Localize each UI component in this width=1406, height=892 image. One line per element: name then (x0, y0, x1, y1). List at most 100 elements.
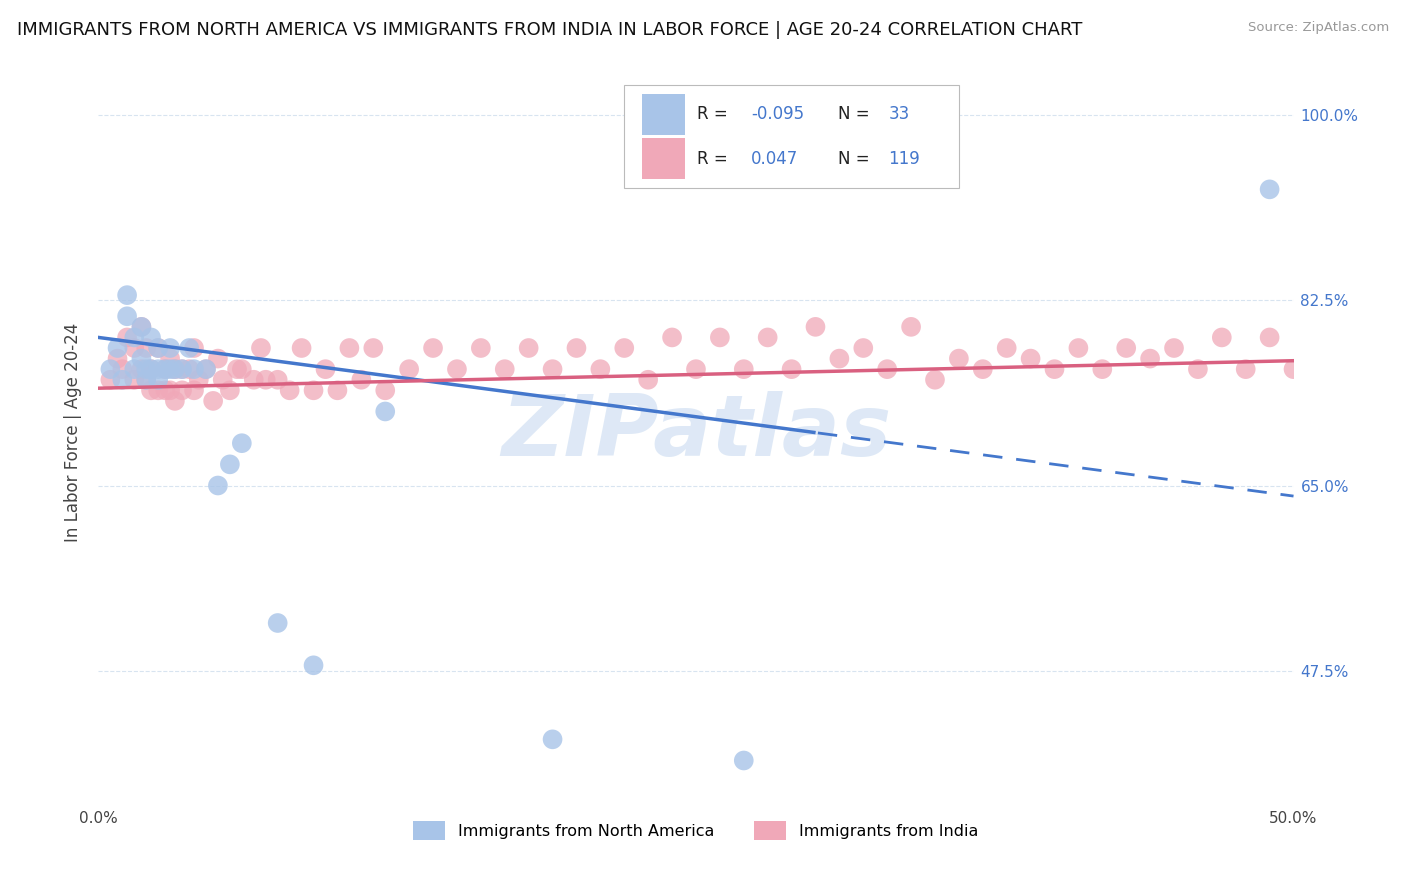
Point (211, 373, 233, 387)
Point (195, 362, 218, 376)
Point (135, 373, 157, 387)
Point (124, 362, 146, 376)
Point (135, 341, 157, 355)
Point (183, 341, 205, 355)
Text: 0.047: 0.047 (751, 150, 799, 168)
Point (1258, 330, 1281, 344)
Point (589, 362, 612, 376)
Point (139, 330, 162, 344)
Point (131, 351, 153, 366)
Point (254, 373, 277, 387)
Point (267, 373, 290, 387)
Point (350, 373, 373, 387)
Point (183, 384, 205, 398)
Point (115, 330, 138, 344)
Point (148, 384, 170, 398)
Point (115, 288, 138, 302)
Point (159, 341, 181, 355)
Point (470, 341, 492, 355)
Point (709, 330, 731, 344)
Point (172, 362, 194, 376)
Point (1163, 341, 1185, 355)
Point (202, 393, 225, 408)
Point (163, 362, 186, 376)
Point (219, 458, 242, 472)
Point (172, 384, 194, 398)
Point (139, 384, 162, 398)
Point (302, 384, 325, 398)
Legend: Immigrants from North America, Immigrants from India: Immigrants from North America, Immigrant… (406, 814, 986, 847)
Point (1019, 351, 1042, 366)
Point (1187, 362, 1209, 376)
Point (804, 319, 827, 334)
Point (135, 362, 157, 376)
Point (374, 384, 396, 398)
Point (155, 362, 177, 376)
Point (159, 384, 181, 398)
Point (1378, 362, 1400, 376)
Point (124, 373, 146, 387)
Point (163, 393, 186, 408)
Point (613, 341, 636, 355)
Text: 33: 33 (889, 105, 910, 123)
Point (148, 341, 170, 355)
Text: N =: N = (838, 105, 875, 123)
Point (900, 319, 922, 334)
Point (148, 362, 170, 376)
Point (172, 362, 194, 376)
Point (219, 384, 242, 398)
Text: ZIPatlas: ZIPatlas (501, 391, 891, 475)
Point (302, 658, 325, 673)
Point (541, 362, 564, 376)
Point (828, 351, 851, 366)
Point (131, 319, 153, 334)
Point (1258, 182, 1281, 196)
Point (780, 362, 803, 376)
Point (124, 330, 146, 344)
Point (315, 362, 337, 376)
Point (876, 362, 898, 376)
Text: 119: 119 (889, 150, 920, 168)
Point (291, 341, 314, 355)
Point (267, 615, 290, 630)
Text: R =: R = (697, 150, 733, 168)
Point (159, 362, 181, 376)
Point (1139, 351, 1161, 366)
Point (98, 362, 122, 376)
Point (155, 384, 177, 398)
FancyBboxPatch shape (624, 85, 959, 188)
Point (1330, 351, 1353, 366)
Point (1402, 330, 1406, 344)
Point (207, 351, 229, 366)
Point (148, 341, 170, 355)
Point (637, 373, 659, 387)
Y-axis label: In Labor Force | Age 20-24: In Labor Force | Age 20-24 (65, 323, 83, 542)
Text: Source: ZipAtlas.com: Source: ZipAtlas.com (1249, 21, 1389, 34)
Point (163, 362, 186, 376)
Point (374, 404, 396, 418)
Text: N =: N = (838, 150, 875, 168)
Point (1067, 341, 1090, 355)
Point (250, 341, 273, 355)
Point (135, 373, 157, 387)
Point (131, 362, 153, 376)
Text: IMMIGRANTS FROM NORTH AMERICA VS IMMIGRANTS FROM INDIA IN LABOR FORCE | AGE 20-2: IMMIGRANTS FROM NORTH AMERICA VS IMMIGRA… (17, 21, 1083, 38)
Point (541, 732, 564, 747)
Point (339, 341, 361, 355)
Point (756, 330, 779, 344)
FancyBboxPatch shape (643, 94, 685, 135)
Point (159, 351, 181, 366)
Point (139, 362, 162, 376)
Point (363, 341, 385, 355)
Point (1234, 362, 1257, 376)
Point (1211, 330, 1233, 344)
Point (243, 373, 266, 387)
Point (1091, 362, 1114, 376)
Point (446, 362, 468, 376)
Point (195, 362, 218, 376)
Point (111, 373, 134, 387)
Point (422, 341, 444, 355)
Point (398, 362, 420, 376)
Point (278, 384, 301, 398)
Point (995, 341, 1018, 355)
